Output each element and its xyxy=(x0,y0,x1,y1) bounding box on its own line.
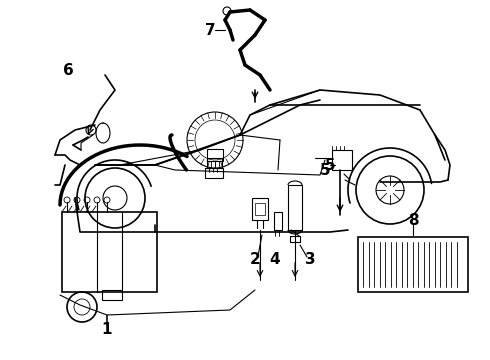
Text: 8: 8 xyxy=(408,212,418,228)
Bar xyxy=(252,198,268,220)
Text: 7: 7 xyxy=(205,23,215,37)
Bar xyxy=(332,150,352,170)
Text: 2: 2 xyxy=(249,252,260,267)
Text: 1: 1 xyxy=(102,323,112,338)
Bar xyxy=(205,168,223,178)
Text: 3: 3 xyxy=(305,252,315,267)
Bar xyxy=(288,185,302,230)
Text: 6: 6 xyxy=(63,63,74,77)
Bar xyxy=(207,158,222,168)
Bar xyxy=(358,237,468,292)
Text: 5: 5 xyxy=(319,162,330,177)
Bar xyxy=(255,203,265,215)
Bar xyxy=(274,212,282,230)
Text: 4: 4 xyxy=(270,252,280,267)
Text: 5: 5 xyxy=(325,158,335,172)
Bar xyxy=(62,212,157,292)
Bar xyxy=(207,149,223,161)
Bar xyxy=(102,290,122,300)
